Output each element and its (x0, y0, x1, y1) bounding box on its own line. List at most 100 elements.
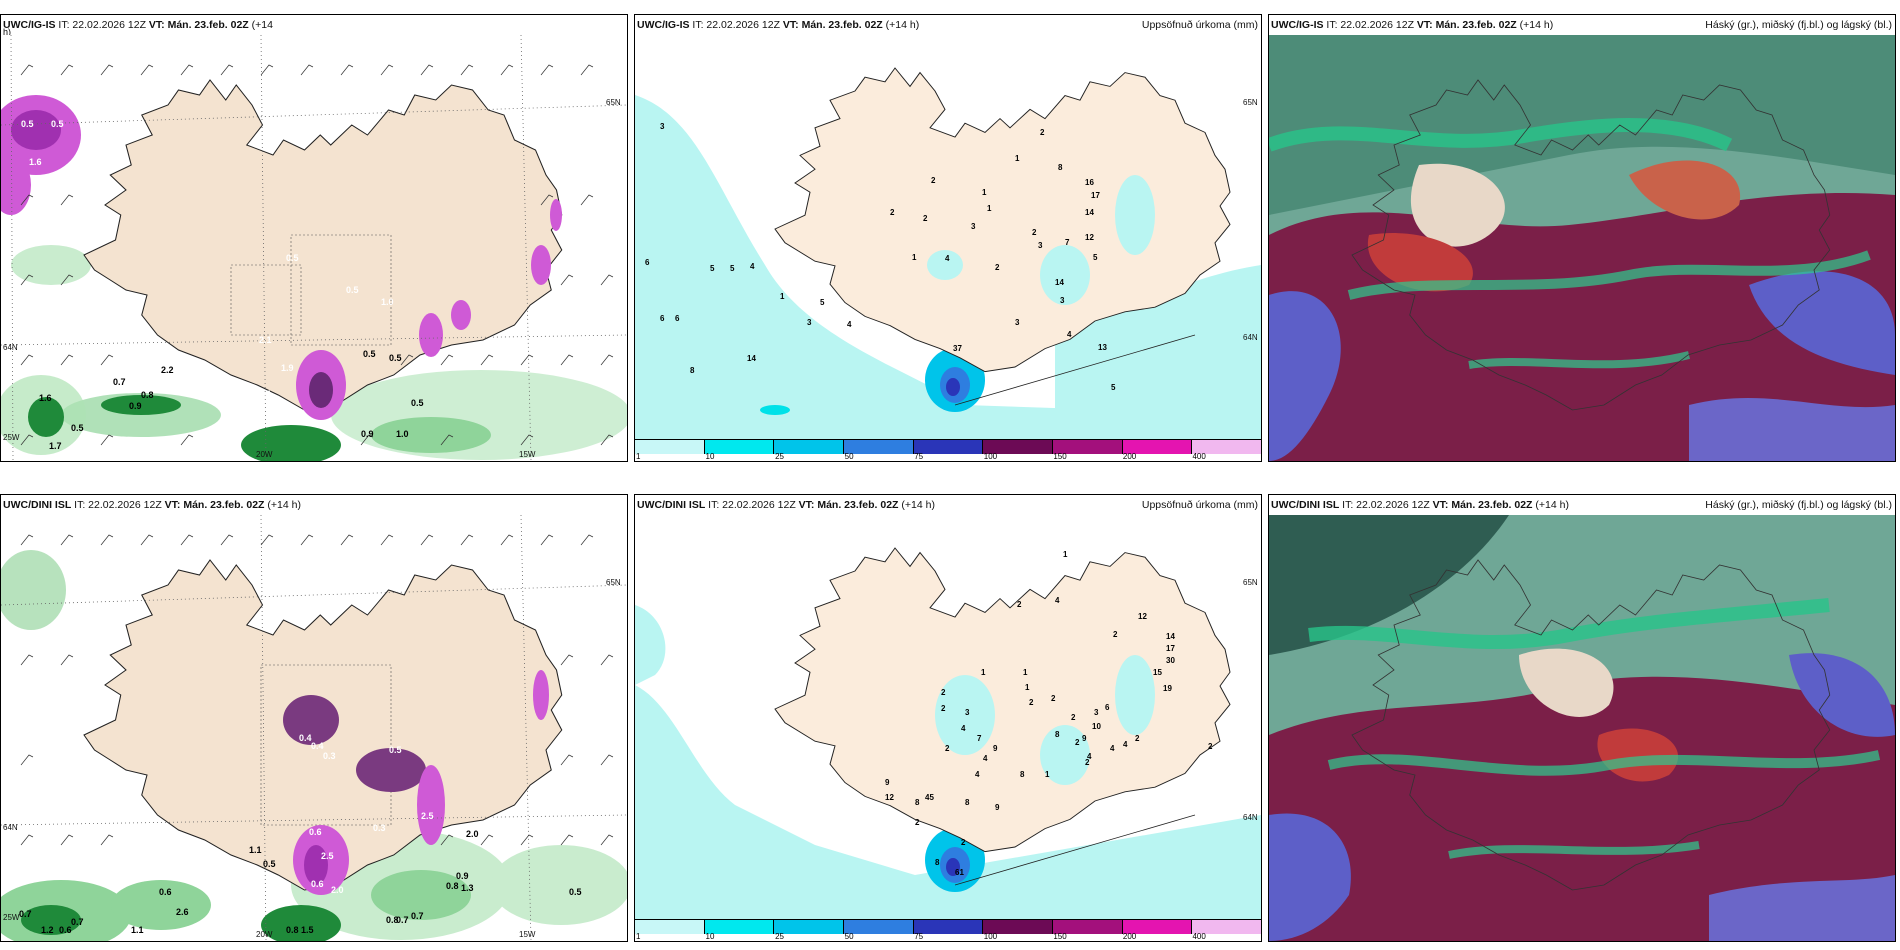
colorbar-swatch (704, 440, 775, 454)
colorbar-label: 10 (705, 932, 715, 941)
colorbar-label: 25 (775, 452, 785, 461)
map-value-label: 3 (660, 122, 665, 131)
map-value-label: 0.3 (373, 823, 386, 833)
map-value-label: 6 (645, 258, 650, 267)
header-vt: VT: Mán. 23.feb. 02Z (148, 19, 249, 31)
axis-label: 15W (519, 450, 536, 459)
map-wind-dini: 0.40.40.30.50.62.50.62.00.32.51.10.50.62… (1, 515, 627, 941)
map-value-label: 0.7 (396, 915, 409, 925)
header-lead-wrap: h) (3, 27, 12, 37)
map-value-label: 0.5 (71, 423, 84, 433)
colorbar-label: 200 (1122, 452, 1137, 461)
map-value-label: 2 (1017, 600, 1022, 609)
map-value-label: 3 (965, 708, 970, 717)
header-it: IT: 22.02.2026 12Z (1326, 19, 1414, 31)
map-value-label: 0.5 (51, 119, 64, 129)
map-value-label: 4 (1087, 752, 1092, 761)
map-value-label: 14 (747, 354, 756, 363)
header-model: UWC/DINI ISL (3, 499, 72, 511)
map-value-label: 7 (1065, 238, 1070, 247)
colorbar-label: 100 (983, 932, 998, 941)
colorbar-swatch (1122, 440, 1193, 454)
map-value-label: 0.7 (411, 911, 424, 921)
header-model: UWC/IG-IS (637, 19, 690, 31)
map-value-label: 0.5 (389, 745, 402, 755)
map-value-label: 0.8 (446, 881, 459, 891)
header-model: UWC/IG-IS (1271, 19, 1324, 31)
map-value-label: 4 (1123, 740, 1128, 749)
map-value-label: 5 (710, 264, 715, 273)
map-value-label: 8 (915, 798, 920, 807)
map-value-label: 1 (780, 292, 785, 301)
map-value-label: 6 (660, 314, 665, 323)
map-value-label: 0.5 (569, 887, 582, 897)
map-value-label: 2.6 (176, 907, 189, 917)
map-value-label: 2 (1051, 694, 1056, 703)
panel-title: Háský (gr.), miðský (fj.bl.) og lágský (… (1705, 19, 1892, 31)
map-value-label: 2.2 (161, 365, 174, 375)
map-value-label: 2.5 (321, 851, 334, 861)
map-value-label: 0.8 (141, 390, 154, 400)
map-value-label: 0.6 (311, 879, 324, 889)
map-value-label: 37 (953, 344, 962, 353)
panel-header: UWC/IG-IS IT: 22.02.2026 12Z VT: Mán. 23… (635, 15, 1261, 35)
map-value-label: 2 (1040, 128, 1045, 137)
colorbar-label: 400 (1192, 452, 1206, 461)
map-value-label: 2 (931, 176, 936, 185)
panel-wind-dini: UWC/DINI ISL IT: 22.02.2026 12Z VT: Mán.… (0, 494, 628, 942)
map-value-label: 0.8 (386, 915, 399, 925)
map-value-label: 3 (1015, 318, 1020, 327)
map-value-label: 1 (1015, 154, 1020, 163)
map-value-label: 2 (1113, 630, 1118, 639)
map-value-label: 3 (1060, 296, 1065, 305)
header-vt: VT: Mán. 23.feb. 02Z (782, 19, 883, 31)
header-it: IT: 22.02.2026 12Z (692, 19, 780, 31)
map-value-label: 0.5 (286, 253, 299, 263)
map-value-label: 1 (987, 204, 992, 213)
panel-header: UWC/DINI ISL IT: 22.02.2026 12Z VT: Mán.… (635, 495, 1261, 515)
map-value-label: 2 (1032, 228, 1037, 237)
colorbar-swatch (704, 920, 775, 934)
map-value-label: 0.4 (299, 733, 312, 743)
axis-label: 65N (1243, 578, 1258, 587)
axis-label: 25W (3, 913, 20, 922)
map-value-label: 0.6 (309, 827, 322, 837)
panel-header: UWC/DINI ISL IT: 22.02.2026 12Z VT: Mán.… (1, 495, 627, 515)
colorbar-swatch (913, 920, 984, 934)
header-it: IT: 22.02.2026 12Z (708, 499, 796, 511)
map-value-label: 9 (993, 744, 998, 753)
map-value-label: 1 (1023, 668, 1028, 677)
colorbar-swatch (774, 440, 845, 454)
map-value-label: 3 (971, 222, 976, 231)
map-value-label: 2 (945, 744, 950, 753)
colorbar-label: 150 (1053, 932, 1067, 941)
map-value-label: 30 (1166, 656, 1175, 665)
map-clouds-igis (1269, 35, 1895, 461)
header-model: UWC/DINI ISL (637, 499, 706, 511)
map-value-label: 9 (885, 778, 890, 787)
colorbar-label: 200 (1122, 932, 1137, 941)
map-wind-igis: 0.5 0.51.62.11.95.10.71.60.50.80.90.5 0.50… (1, 35, 627, 461)
map-value-label: 2 (941, 688, 946, 697)
map-value-label: 45 (925, 793, 934, 802)
map-value-label: 2 (1085, 758, 1090, 767)
map-value-label: 7 (977, 734, 982, 743)
map-value-label: 12 (1138, 612, 1147, 621)
colorbar-swatch (983, 440, 1054, 454)
map-value-label: 5 (1093, 253, 1098, 262)
map-value-label: 19 (1163, 684, 1172, 693)
map-value-label: 0.5 (21, 119, 34, 129)
map-value-label: 0.7 (71, 917, 84, 927)
map-value-label: 0.7 (19, 909, 32, 919)
panel-title: Uppsöfnuð úrkoma (mm) (1141, 499, 1258, 511)
map-value-label: 1.2 (41, 925, 54, 935)
header-lead: (+14 h) (885, 19, 920, 31)
map-value-label: 4 (847, 320, 852, 329)
colorbar-swatch (1192, 440, 1261, 454)
colorbar-swatch (844, 440, 914, 454)
map-value-label: 1.5 (301, 925, 314, 935)
header-vt: VT: Mán. 23.feb. 02Z (164, 499, 265, 511)
header-it: IT: 22.02.2026 12Z (74, 499, 162, 511)
map-value-label: 13 (1098, 343, 1107, 352)
map-value-label: 8 (1020, 770, 1025, 779)
